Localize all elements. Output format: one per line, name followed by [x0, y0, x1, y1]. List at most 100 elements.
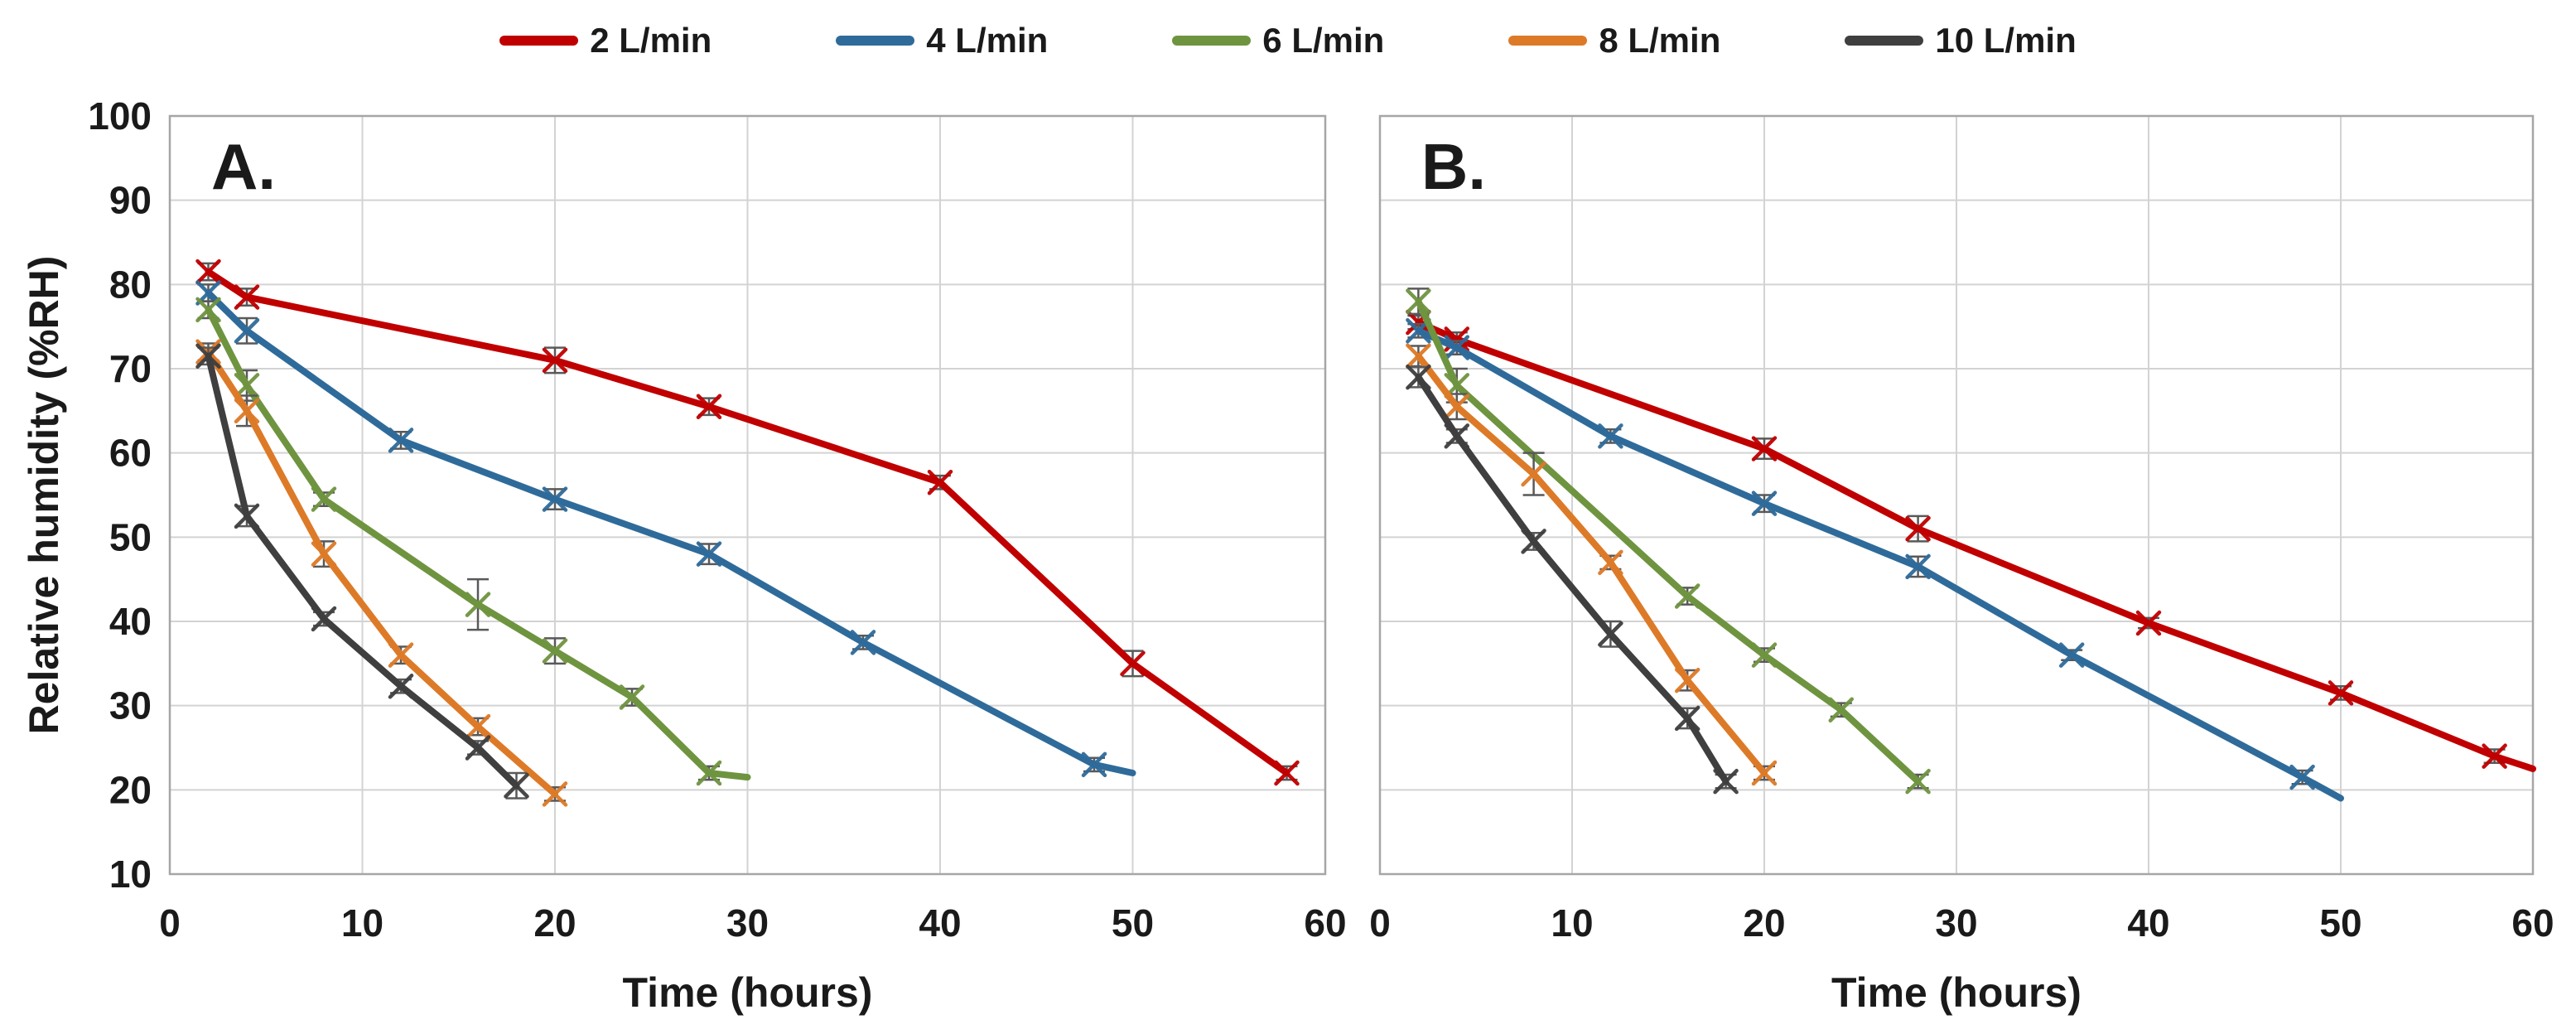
- marker-stroke: [1905, 515, 1931, 542]
- data-point-marker: [542, 781, 568, 807]
- data-point-marker: [388, 642, 414, 668]
- data-point-marker: [1674, 583, 1700, 609]
- series-8-l-min: [1406, 343, 1778, 786]
- marker-stroke: [927, 470, 953, 495]
- data-point-marker: [465, 713, 491, 740]
- data-point-marker: [465, 735, 491, 761]
- marker-stroke: [850, 630, 876, 655]
- marker-stroke: [1751, 490, 1778, 516]
- data-point-marker: [195, 297, 221, 323]
- marker-stroke: [234, 373, 260, 399]
- y-tick-label: 50: [109, 515, 152, 558]
- data-point-marker: [542, 486, 568, 512]
- data-point-marker: [388, 428, 414, 453]
- legend-item-10-l-min: 10 L/min: [1845, 21, 2077, 60]
- data-point-marker: [2328, 680, 2354, 706]
- x-axis-title: Time (hours): [1831, 969, 2082, 1016]
- data-point-marker: [1674, 667, 1700, 693]
- series-line: [205, 348, 558, 798]
- data-point-marker: [1905, 553, 1931, 580]
- data-point-marker: [1905, 515, 1931, 542]
- legend-label: 8 L/min: [1599, 21, 1721, 60]
- x-tick-label: 10: [341, 901, 384, 945]
- marker-stroke: [234, 284, 260, 310]
- data-point-marker: [195, 258, 221, 285]
- marker-stroke: [1828, 697, 1855, 722]
- data-point-marker: [696, 394, 722, 419]
- data-point-marker: [311, 606, 337, 632]
- data-point-marker: [1406, 288, 1431, 314]
- marker-stroke: [465, 735, 491, 761]
- x-tick-label: 20: [1743, 901, 1785, 945]
- y-tick-label: 70: [109, 347, 152, 390]
- legend-label: 2 L/min: [590, 21, 712, 60]
- marker-stroke: [234, 503, 260, 529]
- legend-item-2-l-min: 2 L/min: [499, 21, 712, 60]
- data-point-marker: [2289, 764, 2315, 790]
- marker-stroke: [696, 394, 722, 419]
- marker-stroke: [2482, 743, 2507, 769]
- data-point-marker: [2058, 642, 2085, 668]
- legend-label: 4 L/min: [926, 21, 1049, 60]
- y-tick-label: 30: [109, 684, 152, 727]
- marker-stroke: [1598, 549, 1623, 576]
- marker-stroke: [1406, 343, 1431, 369]
- data-point-marker: [1521, 461, 1546, 487]
- marker-stroke: [542, 638, 568, 664]
- x-tick-label: 10: [1551, 901, 1593, 945]
- data-point-marker: [1598, 423, 1623, 449]
- data-point-marker: [850, 630, 876, 655]
- marker-stroke: [1521, 461, 1546, 487]
- marker-stroke: [1751, 642, 1778, 668]
- data-point-marker: [542, 347, 568, 374]
- marker-stroke: [465, 592, 491, 617]
- x-tick-label: 40: [2127, 901, 2169, 945]
- data-point-marker: [1120, 650, 1146, 677]
- y-tick-label: 10: [109, 853, 152, 896]
- x-tick-label: 0: [159, 901, 181, 945]
- marker-stroke: [504, 773, 529, 799]
- marker-stroke: [1444, 423, 1470, 449]
- marker-stroke: [234, 398, 260, 424]
- series-2-l-min: [1406, 309, 2536, 772]
- y-tick-label: 100: [88, 94, 152, 138]
- series-line: [1415, 327, 2344, 802]
- x-tick-label: 30: [726, 901, 769, 945]
- y-tick-label: 90: [109, 179, 152, 222]
- x-tick-label: 50: [1112, 901, 1154, 945]
- marker-stroke: [1444, 335, 1470, 360]
- marker-stroke: [1406, 288, 1431, 314]
- marker-stroke: [311, 486, 337, 512]
- x-axis-title: Time (hours): [623, 969, 873, 1016]
- data-point-marker: [1751, 436, 1778, 461]
- series-line: [205, 306, 751, 781]
- legend-item-4-l-min: 4 L/min: [836, 21, 1048, 60]
- data-point-marker: [234, 398, 260, 424]
- marker-stroke: [2328, 680, 2354, 706]
- legend-line-swatch: [1172, 36, 1252, 46]
- data-point-marker: [542, 638, 568, 664]
- data-point-marker: [927, 470, 953, 495]
- series-6-l-min: [195, 297, 751, 786]
- marker-stroke: [1521, 529, 1546, 554]
- legend-item-8-l-min: 8 L/min: [1508, 21, 1720, 60]
- data-point-marker: [1274, 760, 1300, 786]
- marker-stroke: [465, 713, 491, 740]
- data-point-marker: [1406, 364, 1431, 390]
- marker-stroke: [311, 606, 337, 632]
- marker-stroke: [1751, 436, 1778, 461]
- series-line: [1415, 352, 1768, 776]
- data-point-marker: [1081, 751, 1107, 778]
- data-point-marker: [1444, 423, 1470, 449]
- data-point-marker: [2135, 610, 2162, 636]
- legend-label: 6 L/min: [1262, 21, 1385, 60]
- data-point-marker: [1751, 760, 1778, 786]
- marker-stroke: [696, 541, 722, 567]
- marker-stroke: [2058, 642, 2085, 668]
- series-line: [1415, 297, 1922, 785]
- data-point-marker: [1521, 529, 1546, 554]
- data-point-marker: [311, 486, 337, 512]
- series-6-l-min: [1406, 287, 1931, 795]
- marker-stroke: [1674, 667, 1700, 693]
